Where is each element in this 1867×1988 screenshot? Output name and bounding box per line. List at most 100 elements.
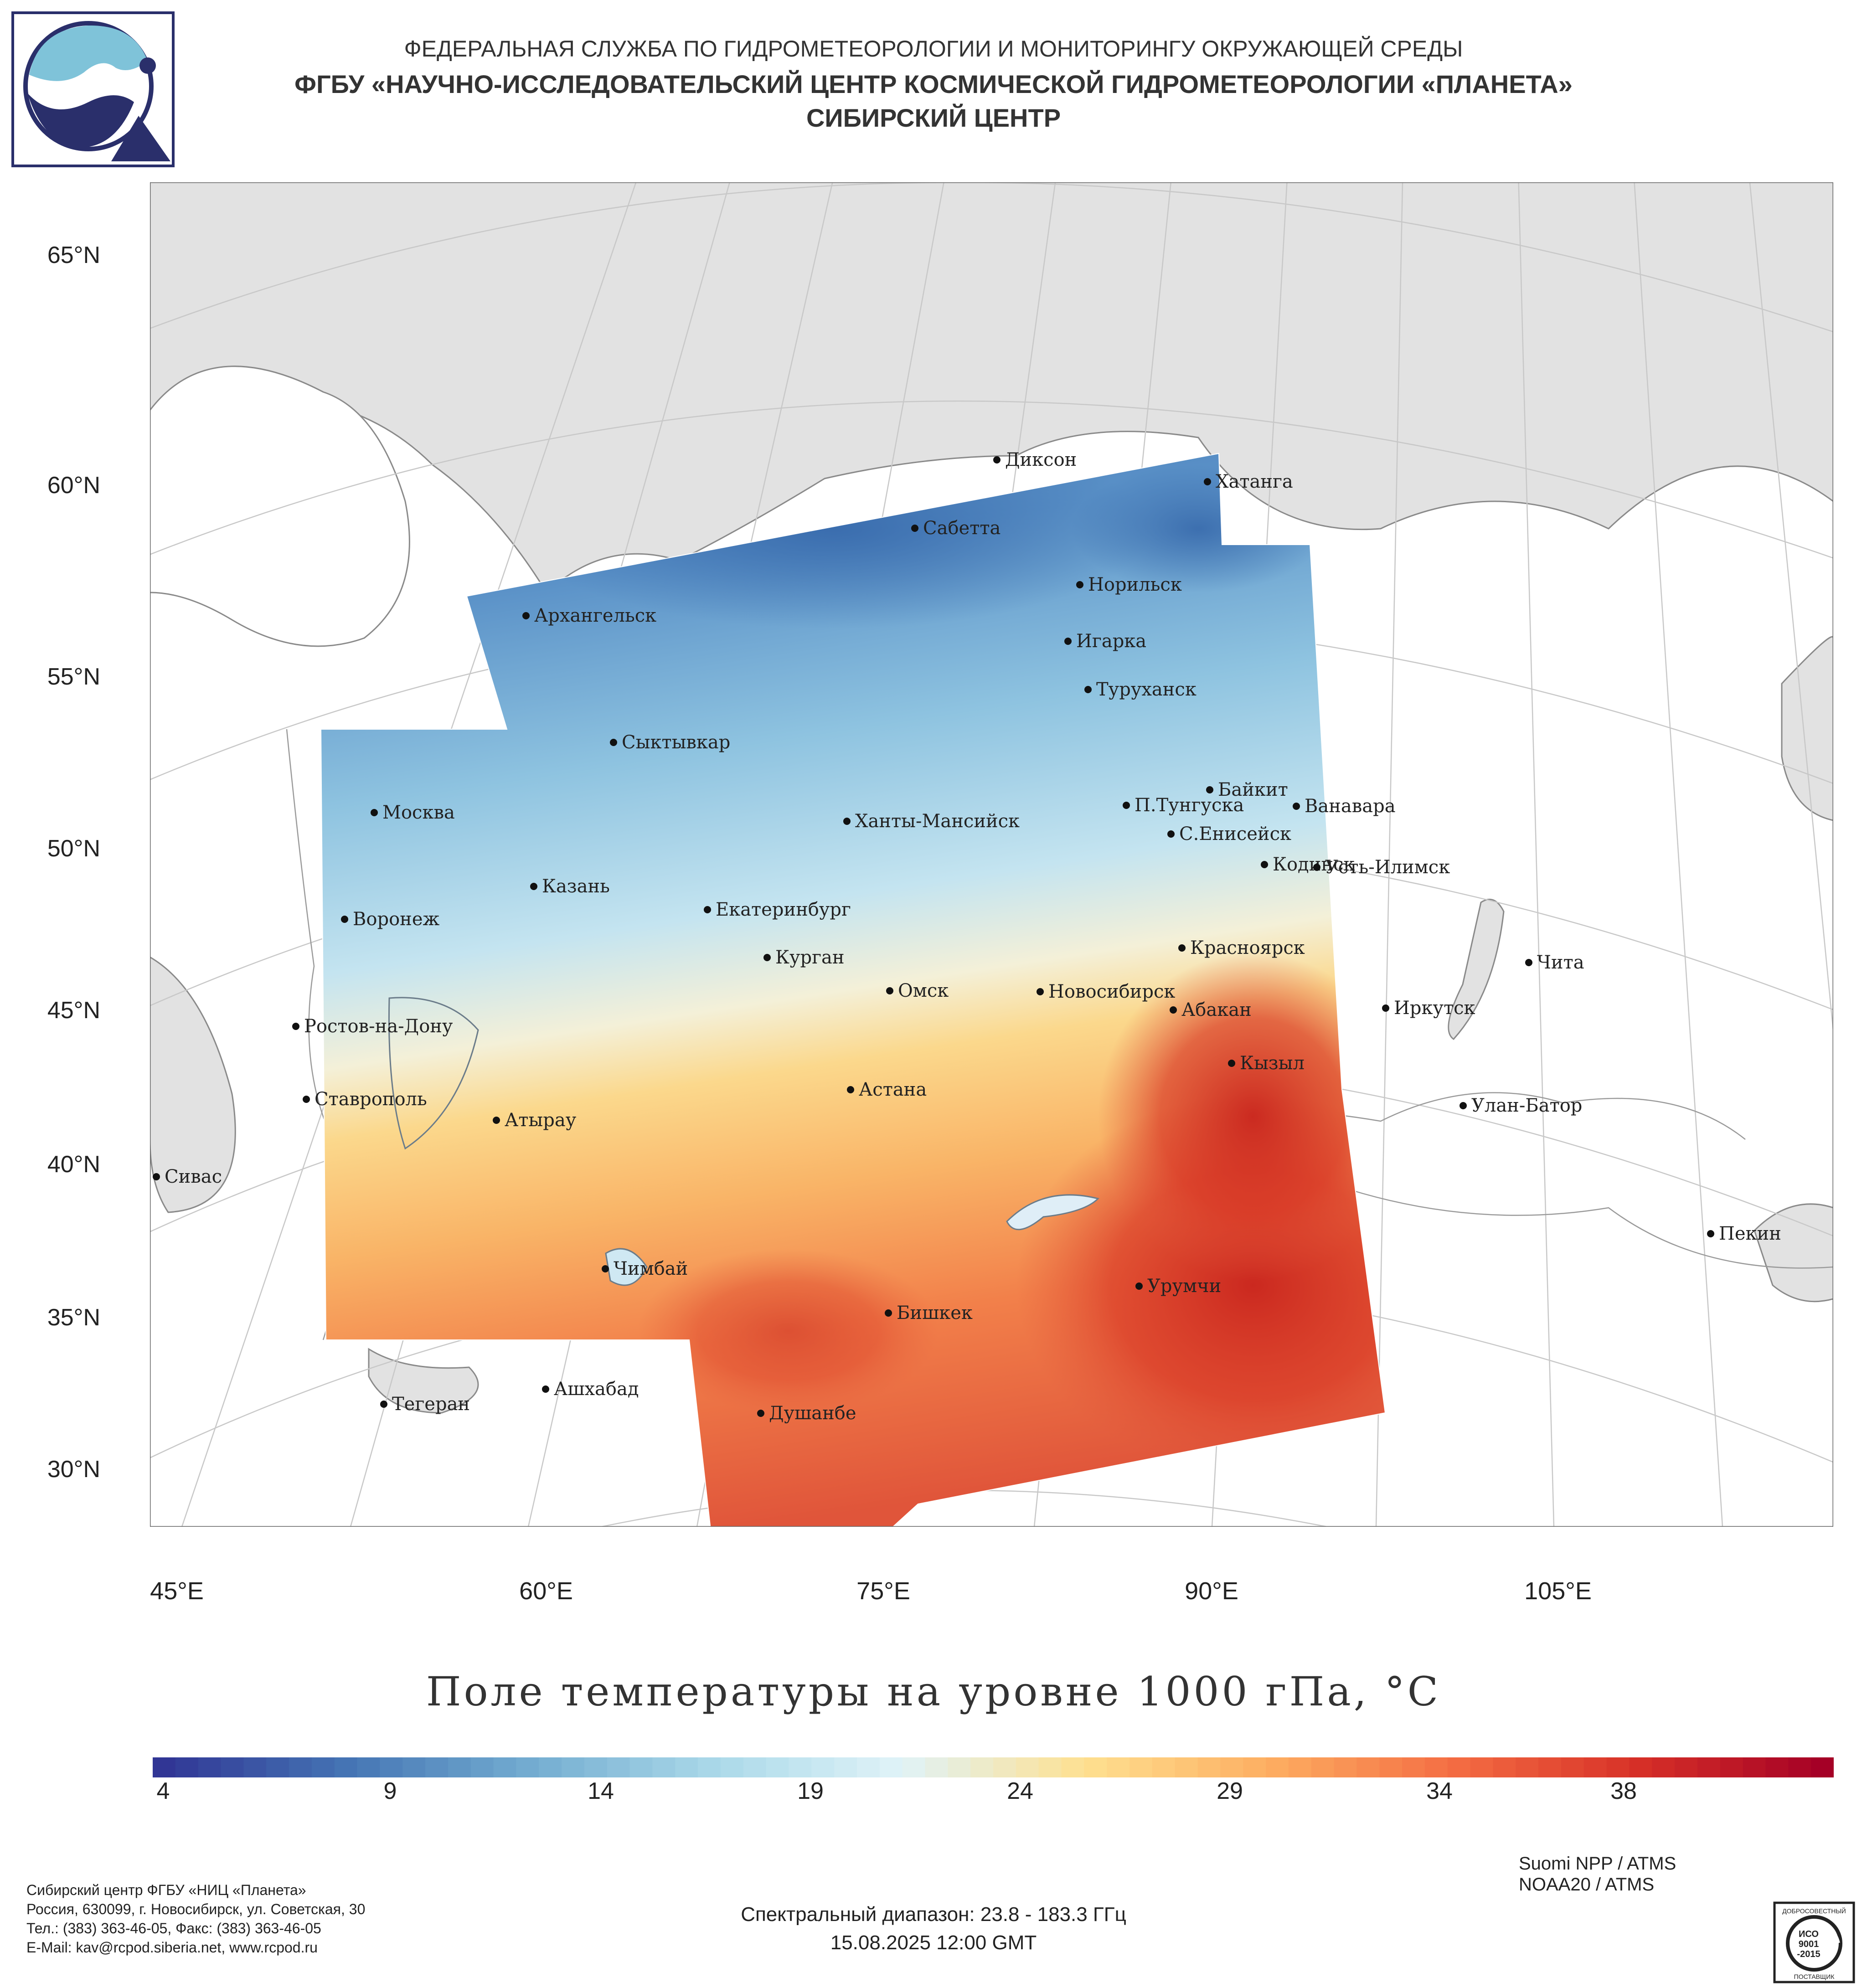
lat-label-55: 55°N [47,664,100,690]
city-marker: Сабетта [911,518,1001,539]
city-label: Кодинск [1273,854,1355,875]
city-marker: Пекин [1707,1223,1781,1244]
lon-label-45: 45°E [150,1577,204,1605]
contacts-line: Тел.: (383) 363-46-05, Факс: (383) 363-4… [26,1920,321,1936]
contacts-line: E-Mail: kav@rcpod.siberia.net, www.rcpod… [26,1939,318,1956]
colorbar-cell [1606,1757,1630,1777]
city-marker: Иркутск [1382,998,1475,1019]
city-dot [885,1309,892,1317]
spectral-range: Спектральный диапазон: 23.8 - 183.3 ГГц [741,1903,1126,1926]
temperature-map: Диксон Хатанга Сабетта Норильск Архангельск И… [150,182,1833,1527]
city-dot [542,1385,549,1393]
colorbar-cell [539,1757,562,1777]
city-marker: Бишкек [885,1303,973,1324]
iso-line: 9001 [1799,1939,1819,1949]
colorbar-cell [1243,1757,1266,1777]
contacts-line: Сибирский центр ФГБУ «НИЦ «Планета» [26,1882,306,1898]
city-marker: Сыктывкар [610,732,730,753]
city-marker: Ставрополь [303,1089,427,1110]
planeta-logo-icon [11,11,175,167]
satellite-item: NOAA20 / ATMS [1519,1875,1655,1895]
city-dot [1460,1102,1467,1109]
city-label: Курган [775,947,845,968]
city-label: Сыктывкар [622,732,730,753]
colorbar-tick: 29 [1217,1778,1243,1804]
city-label: Тегеран [392,1394,470,1415]
colorbar-cell [334,1757,358,1777]
colorbar-cell [470,1757,494,1777]
colorbar-cell [925,1757,948,1777]
colorbar-cell [993,1757,1016,1777]
colorbar-cell [221,1757,244,1777]
colorbar-cell [1583,1757,1607,1777]
city-marker: Абакан [1170,999,1252,1020]
city-dot [153,1173,160,1180]
colorbar-cell [1652,1757,1675,1777]
city-label: Усть-Илимск [1325,857,1450,878]
city-label: Ванавара [1305,796,1396,817]
iso-line: ИСО [1799,1929,1819,1939]
city-label: Архангельск [534,605,656,626]
city-label: Сивас [165,1166,222,1187]
satellite-list: Suomi NPP / ATMS NOAA20 / ATMS [1519,1853,1676,1895]
colorbar-cell [357,1757,380,1777]
colorbar-tick: 38 [1610,1778,1637,1804]
lat-label-50: 50°N [47,835,100,862]
city-dot [1076,581,1083,588]
city-dot [1313,864,1320,871]
colorbar-cell [175,1757,199,1777]
colorbar-cell [1175,1757,1198,1777]
city-dot [1293,803,1300,810]
colorbar-cell [1016,1757,1039,1777]
city-dot [1204,478,1211,485]
colorbar-cell [970,1757,994,1777]
lon-label-60: 60°E [519,1577,573,1605]
city-dot [763,954,771,961]
city-dot [610,739,617,746]
colorbar [153,1757,1834,1777]
city-dot [380,1401,387,1408]
city-label: С.Енисейск [1179,824,1291,845]
city-dot [1382,1004,1389,1012]
city-label: Омск [898,980,949,1001]
colorbar-cell [198,1757,222,1777]
colorbar-cell [289,1757,312,1777]
city-marker: Новосибирск [1037,981,1175,1002]
colorbar-cell [856,1757,880,1777]
colorbar-cell [1288,1757,1312,1777]
contacts-block: Сибирский центр ФГБУ «НИЦ «Планета» Росс… [26,1880,365,1957]
city-dot [371,809,378,816]
city-label: Красноярск [1190,937,1305,958]
city-dot [1170,1006,1177,1014]
colorbar-cell [1447,1757,1471,1777]
lat-label-65: 65°N [47,242,100,268]
city-dot [843,818,851,825]
lat-label-60: 60°N [47,472,100,499]
city-dot [1064,638,1072,645]
colorbar-cell [1697,1757,1721,1777]
colorbar-cell [1152,1757,1176,1777]
contacts-line: Россия, 630099, г. Новосибирск, ул. Сове… [26,1901,366,1917]
city-dot [1178,944,1186,952]
city-label: П.Тунгуска [1135,795,1244,816]
city-marker: Чита [1525,952,1584,973]
colorbar-cell [1220,1757,1243,1777]
colorbar-cell [698,1757,721,1777]
city-marker: П.Тунгуска [1123,795,1244,816]
city-dot [1261,861,1268,868]
city-dot [847,1086,854,1093]
city-label: Кызыл [1240,1053,1305,1074]
city-label: Воронеж [353,909,439,930]
colorbar-cell [948,1757,971,1777]
spectral-info: Спектральный диапазон: 23.8 - 183.3 ГГц … [0,1900,1867,1957]
city-marker: Урумчи [1135,1276,1221,1297]
city-label: Чита [1537,952,1584,973]
colorbar-cell [1038,1757,1062,1777]
city-dot [1084,686,1092,693]
lat-label-30: 30°N [47,1456,100,1483]
colorbar-cell [879,1757,903,1777]
colorbar-cell [493,1757,517,1777]
colorbar-cell [425,1757,449,1777]
city-label: Норильск [1088,574,1182,595]
city-marker: Красноярск [1178,937,1305,958]
